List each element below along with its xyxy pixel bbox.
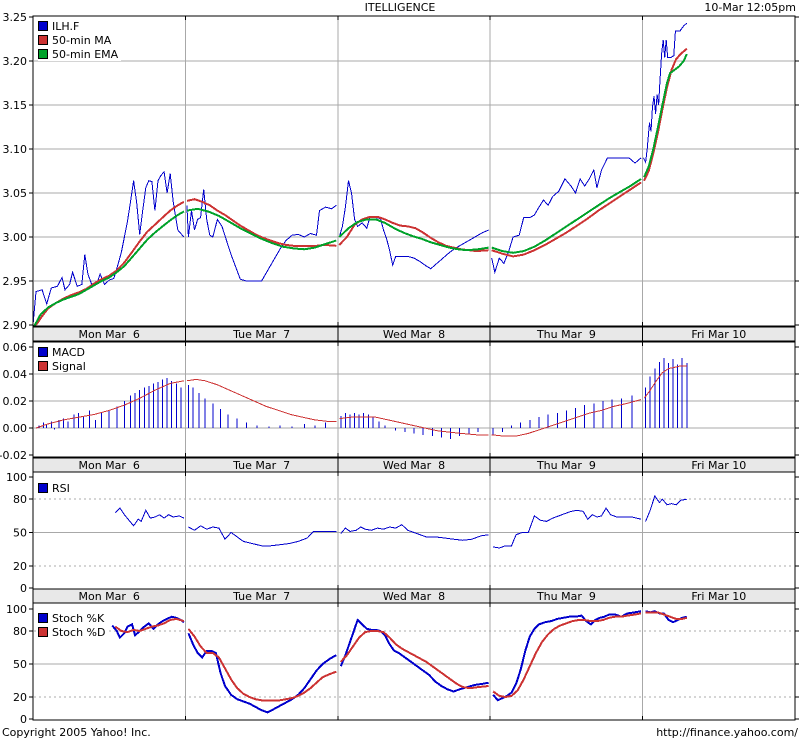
series-Stoch-%D [114, 611, 688, 702]
macd-swatch-icon [38, 347, 48, 357]
day-label: Thu Mar 9 [536, 459, 596, 472]
source-url[interactable]: http://finance.yahoo.com/ [656, 726, 798, 739]
macd-panel: 0.06 0.04 0.02 0.00 -0.02 [0, 341, 799, 462]
y-tick-label: 20 [13, 691, 27, 704]
legend-row-rsi: RSI [38, 481, 70, 495]
legend-label-signal: Signal [52, 359, 86, 373]
y-tick-label: 3.15 [3, 99, 28, 112]
day-label: Fri Mar 10 [691, 328, 746, 341]
legend-label-symbol: ILH.F [52, 19, 80, 33]
series-50-min-EMA [32, 53, 688, 329]
legend-label-macd: MACD [52, 345, 85, 359]
y-tick-label: 0 [20, 713, 27, 726]
y-tick-label: 0.04 [3, 368, 28, 381]
day-label: Mon Mar 6 [78, 459, 139, 472]
signal-swatch-icon [38, 361, 48, 371]
y-tick-label: 100 [6, 471, 27, 484]
macd-histogram [38, 357, 688, 439]
day-label: Wed Mar 8 [383, 590, 445, 603]
y-tick-label: 80 [13, 625, 27, 638]
price-legend: ILH.F 50-min MA 50-min EMA [38, 19, 122, 61]
y-tick-label: 3.10 [3, 143, 28, 156]
stoch-d-swatch-icon [38, 627, 48, 637]
chart-timestamp: 10-Mar 12:05pm [704, 1, 796, 14]
y-tick-label: 0.06 [3, 341, 28, 354]
legend-label-stoch-k: Stoch %K [52, 611, 105, 625]
day-label: Fri Mar 10 [691, 459, 746, 472]
chart-title: ITELLIGENCE [364, 1, 436, 14]
y-tick-label: 50 [13, 527, 27, 540]
y-tick-label: 2.90 [3, 319, 28, 332]
y-tick-label: 3.25 [3, 11, 28, 24]
y-tick-label: 3.00 [3, 231, 28, 244]
macd-legend: MACD Signal [38, 345, 89, 373]
day-label: Fri Mar 10 [691, 590, 746, 603]
legend-row-stoch-k: Stoch %K [38, 611, 105, 625]
legend-row-symbol: ILH.F [38, 19, 118, 33]
day-label: Tue Mar 7 [232, 328, 290, 341]
y-tick-label: 100 [6, 603, 27, 616]
legend-label-ma: 50-min MA [52, 33, 112, 47]
date-strip-2: Mon Mar 6 Tue Mar 7 Wed Mar 8 Thu Mar 9 Fri … [32, 457, 796, 473]
stochastic-panel: 100 80 50 20 0 [6, 602, 799, 726]
rsi-panel: 100 80 50 20 0 [6, 471, 799, 595]
day-label: Wed Mar 8 [383, 459, 445, 472]
date-strip-3: Mon Mar 6 Tue Mar 7 Wed Mar 8 Thu Mar 9 Fri … [32, 588, 796, 604]
ma-swatch-icon [38, 35, 48, 45]
price-panel: 3.25 3.20 3.15 3.10 3.05 3.00 2.95 2.90 [3, 11, 799, 332]
y-tick-label: 0 [20, 582, 27, 595]
y-tick-label: 50 [13, 658, 27, 671]
day-label: Thu Mar 9 [536, 590, 596, 603]
y-tick-label: 0.02 [3, 395, 28, 408]
day-label: Tue Mar 7 [232, 459, 290, 472]
series-Signal [35, 365, 687, 437]
y-tick-label: 3.20 [3, 55, 28, 68]
rsi-legend: RSI [38, 481, 73, 495]
legend-row-stoch-d: Stoch %D [38, 625, 105, 639]
y-tick-label: 0.00 [3, 422, 28, 435]
copyright-text: Copyright 2005 Yahoo! Inc. [2, 726, 151, 739]
day-label: Mon Mar 6 [78, 328, 139, 341]
day-label: Thu Mar 9 [536, 328, 596, 341]
day-label: Wed Mar 8 [383, 328, 445, 341]
day-label: Tue Mar 7 [232, 590, 290, 603]
legend-label-stoch-d: Stoch %D [52, 625, 106, 639]
legend-label-rsi: RSI [52, 481, 70, 495]
y-tick-label: 80 [13, 493, 27, 506]
stoch-k-swatch-icon [38, 613, 48, 623]
series-RSI [114, 494, 687, 549]
series-50-min-MA [35, 47, 688, 326]
legend-row-macd: MACD [38, 345, 86, 359]
stoch-legend: Stoch %K Stoch %D [38, 611, 109, 639]
series-ILH.F [32, 22, 688, 326]
legend-row-ema: 50-min EMA [38, 47, 118, 61]
legend-label-ema: 50-min EMA [52, 47, 119, 61]
rsi-swatch-icon [38, 483, 48, 493]
y-tick-label: 3.05 [3, 187, 28, 200]
y-tick-label: 20 [13, 560, 27, 573]
ema-swatch-icon [38, 49, 48, 59]
legend-row-ma: 50-min MA [38, 33, 118, 47]
day-label: Mon Mar 6 [78, 590, 139, 603]
y-tick-label: 2.95 [3, 275, 28, 288]
symbol-swatch-icon [38, 21, 48, 31]
date-strip-1: Mon Mar 6 Tue Mar 7 Wed Mar 8 Thu Mar 9 Fri … [32, 326, 796, 342]
y-tick-label: -0.02 [0, 449, 27, 462]
legend-row-signal: Signal [38, 359, 86, 373]
